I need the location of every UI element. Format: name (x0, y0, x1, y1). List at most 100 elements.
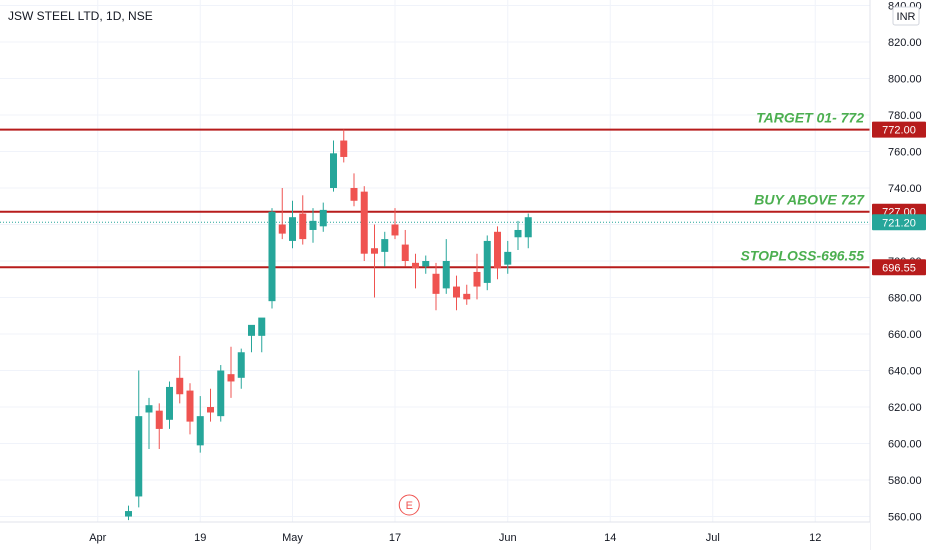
candle[interactable] (258, 317, 266, 353)
candle-body (166, 386, 173, 420)
candle[interactable] (319, 202, 327, 232)
candle-body (135, 416, 143, 497)
level-annotation: STOPLOSS-696.55 (741, 247, 865, 263)
candle-body (155, 410, 163, 429)
candle-body (278, 224, 286, 234)
candle[interactable] (145, 397, 153, 449)
candle[interactable] (289, 200, 296, 249)
price-tick-label: 560.00 (888, 512, 922, 524)
candle[interactable] (125, 505, 132, 521)
time-tick-label: Jul (706, 532, 720, 544)
candle-body (145, 405, 153, 413)
price-tag: 772.00 (872, 121, 926, 138)
candle[interactable] (227, 346, 235, 398)
candle[interactable] (237, 348, 245, 389)
candle[interactable] (350, 173, 358, 207)
price-tick-label: 660.00 (888, 329, 922, 341)
candle-body (483, 240, 491, 283)
candle[interactable] (494, 226, 501, 280)
time-tick-label: 14 (604, 532, 616, 544)
price-tick-label: 760.00 (888, 146, 922, 158)
candle[interactable] (330, 140, 337, 192)
candle-body (422, 261, 430, 267)
price-tick-label: 620.00 (888, 402, 922, 414)
candle[interactable] (524, 213, 532, 249)
candle-body (237, 352, 245, 378)
candle[interactable] (248, 324, 255, 353)
candle-body (309, 220, 317, 230)
candle[interactable] (217, 365, 225, 422)
candle-body (453, 286, 460, 298)
grid (0, 0, 870, 522)
candle[interactable] (432, 262, 440, 311)
candle[interactable] (340, 129, 348, 163)
candles[interactable] (125, 129, 532, 521)
time-tick-label: Jun (499, 532, 517, 544)
price-tick-label: 820.00 (888, 37, 922, 49)
candle[interactable] (309, 208, 317, 243)
price-tag-label: 772.00 (882, 125, 916, 137)
candle[interactable] (186, 383, 194, 435)
candle-body (186, 390, 194, 422)
candle[interactable] (473, 253, 481, 300)
candle[interactable] (155, 403, 163, 449)
candle[interactable] (453, 275, 460, 311)
candle-body (401, 244, 409, 261)
candle[interactable] (483, 235, 491, 291)
time-tick-label: 17 (389, 532, 401, 544)
candle[interactable] (391, 208, 399, 240)
candle-body (299, 213, 307, 240)
candle-body (196, 416, 204, 446)
currency-badge[interactable]: INR (892, 6, 920, 26)
candle[interactable] (278, 187, 286, 240)
candle[interactable] (514, 220, 522, 251)
level-annotation: BUY ABOVE 727 (754, 192, 865, 208)
candle[interactable] (381, 231, 389, 267)
candle[interactable] (207, 388, 214, 422)
candle[interactable] (412, 253, 419, 289)
candle-body (268, 211, 276, 302)
candle-body (504, 251, 512, 265)
candle[interactable] (268, 208, 276, 309)
candle[interactable] (504, 240, 512, 274)
price-tick-label: 580.00 (888, 475, 922, 487)
candle-body (463, 293, 471, 300)
candle[interactable] (401, 229, 409, 267)
candle-body (340, 140, 348, 157)
candle[interactable] (422, 255, 430, 274)
candle-body (207, 407, 214, 413)
candle-body (125, 511, 132, 517)
candle-body (473, 271, 481, 287)
candle[interactable] (176, 355, 184, 404)
candle[interactable] (371, 224, 378, 298)
candle[interactable] (442, 239, 450, 294)
candle-body (227, 374, 235, 382)
candle-body (289, 217, 296, 241)
candle[interactable] (463, 284, 471, 305)
candle-body (248, 324, 255, 336)
candle-body (391, 224, 399, 236)
time-tick-label: May (282, 532, 303, 544)
price-tick-label: 780.00 (888, 110, 922, 122)
candle[interactable] (360, 186, 368, 261)
time-axis-background[interactable] (0, 522, 870, 550)
level-annotation: TARGET 01- 772 (756, 110, 864, 126)
price-tick-label: 800.00 (888, 73, 922, 85)
candle[interactable] (196, 396, 204, 453)
candle-body (319, 209, 327, 227)
candle-body (514, 229, 522, 238)
chart-title: JSW STEEL LTD, 1D, NSE (8, 9, 153, 23)
time-axis-ticks: Apr 19 May 17 Jun 14 Jul 12 (89, 532, 821, 544)
candle-body (350, 187, 358, 201)
candle[interactable] (166, 381, 173, 429)
candle-body (371, 248, 378, 254)
candle-body (494, 231, 501, 269)
time-tick-label: Apr (89, 532, 106, 544)
price-tag: 696.55 (872, 259, 926, 276)
candle-body (258, 317, 266, 336)
candle[interactable] (135, 370, 143, 508)
earnings-marker[interactable]: E (398, 494, 420, 516)
candle[interactable] (299, 195, 307, 245)
